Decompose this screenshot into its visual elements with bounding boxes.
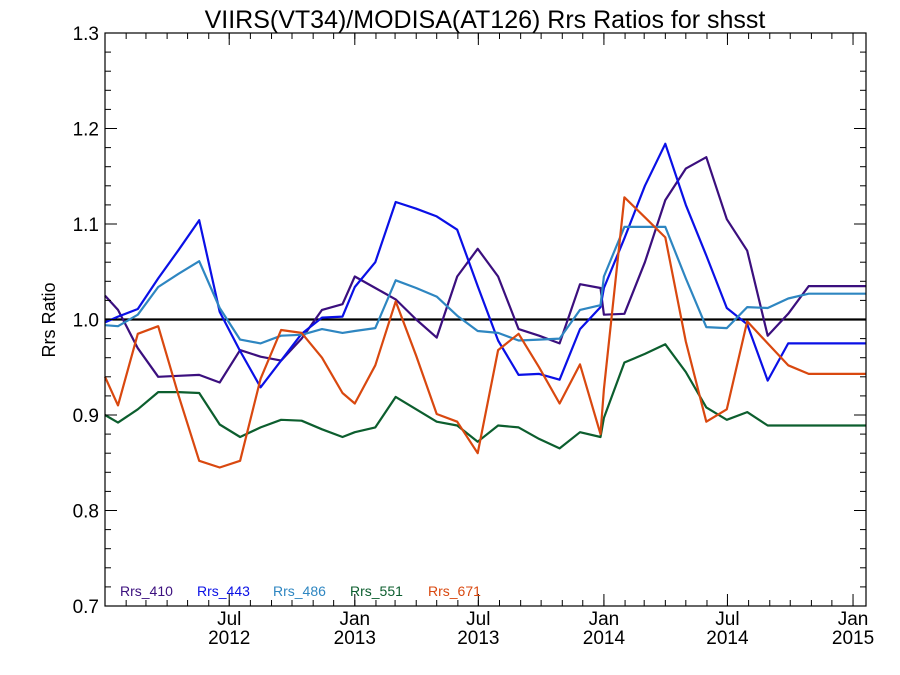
series-line-rrs-671 <box>103 196 866 469</box>
legend-entry-rrs-671: Rrs_671 <box>428 583 481 599</box>
x-tick-month-label: Jul <box>217 609 241 630</box>
y-tick-label: 1.1 <box>73 215 99 236</box>
axes: 0.70.80.91.01.11.21.3Jul2012Jan2013Jul20… <box>73 24 875 649</box>
x-tick-month-label: Jan <box>589 609 620 630</box>
x-tick-month-label: Jul <box>466 609 490 630</box>
series-line-rrs-486 <box>104 225 866 345</box>
x-tick-month-label: Jan <box>838 609 869 630</box>
y-tick-label: 1.0 <box>73 311 99 332</box>
legend-entry-rrs-551: Rrs_551 <box>350 583 403 599</box>
legend-entry-rrs-443: Rrs_443 <box>197 583 250 599</box>
legend-entry-rrs-486: Rrs_486 <box>273 583 326 599</box>
series-line-rrs-443 <box>104 142 866 389</box>
series-line-rrs-410 <box>104 156 866 384</box>
x-tick-year-label: 2014 <box>583 628 626 649</box>
y-tick-label: 1.2 <box>73 120 99 141</box>
x-tick-year-label: 2013 <box>457 628 499 649</box>
series-line-rrs-551 <box>104 343 866 450</box>
x-tick-month-label: Jul <box>715 609 739 630</box>
x-tick-year-label: 2014 <box>706 628 749 649</box>
y-tick-label: 1.3 <box>73 24 99 45</box>
x-tick-year-label: 2012 <box>208 628 250 649</box>
legend-entry-rrs-410: Rrs_410 <box>120 583 173 599</box>
y-tick-label: 0.9 <box>73 406 99 427</box>
x-tick-year-label: 2015 <box>832 628 874 649</box>
y-tick-label: 0.7 <box>73 597 99 618</box>
x-tick-year-label: 2013 <box>334 628 376 649</box>
chart-title: VIIRS(VT34)/MODISA(AT126) Rrs Ratios for… <box>205 6 766 34</box>
series-group <box>103 142 866 469</box>
x-tick-month-label: Jan <box>339 609 370 630</box>
y-tick-label: 0.8 <box>73 502 99 523</box>
y-axis-label: Rrs Ratio <box>39 282 59 357</box>
legend: Rrs_410 Rrs_443 Rrs_486 Rrs_551 Rrs_671 <box>120 583 481 599</box>
